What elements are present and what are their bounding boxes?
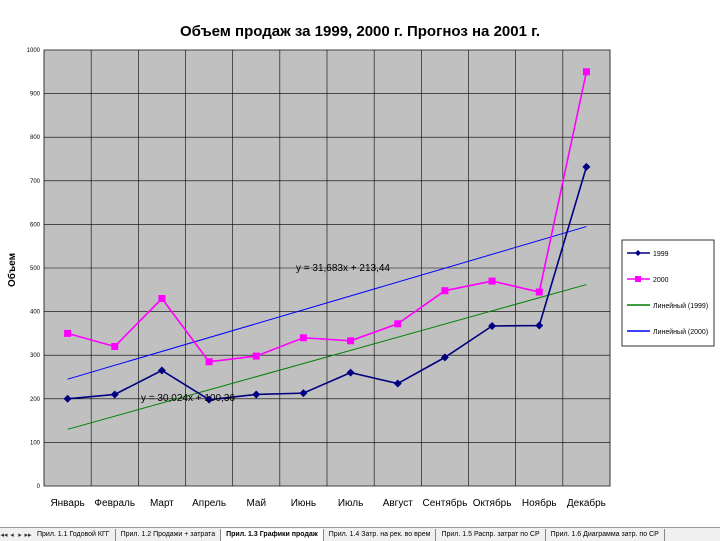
x-tick-label: Апрель: [192, 498, 226, 509]
data-point: [157, 366, 166, 375]
data-point: [110, 390, 119, 399]
data-point: [64, 329, 72, 337]
legend-label: Линейный (1999): [653, 302, 708, 310]
y-tick-label: 500: [30, 266, 41, 272]
sheet-nav-button[interactable]: ▸: [18, 531, 22, 539]
trend-equation: y = 31,683x + 213,44: [296, 263, 390, 274]
x-tick-label: Февраль: [94, 498, 135, 509]
data-point: [205, 358, 213, 366]
y-tick-label: 400: [30, 310, 41, 316]
legend-label: 2000: [653, 277, 669, 284]
data-point: [535, 321, 544, 330]
data-point: [111, 342, 119, 350]
y-tick-label: 600: [30, 222, 41, 228]
data-point: [394, 320, 402, 328]
trendline: [67, 226, 587, 380]
y-tick-label: 0: [37, 484, 41, 490]
x-tick-label: Сентябрь: [423, 497, 468, 509]
data-point: [63, 394, 72, 403]
y-tick-label: 100: [30, 440, 41, 446]
sheet-tab[interactable]: Прил. 1.2 Продажи + затрата: [116, 528, 222, 541]
data-point: [252, 352, 260, 360]
x-tick-label: Июль: [338, 498, 364, 509]
trend-equation: y = 30,024x + 100,36: [141, 393, 235, 404]
legend-marker: [635, 276, 641, 282]
data-point: [393, 379, 402, 388]
data-point: [158, 295, 166, 303]
legend-box: [621, 239, 715, 347]
sales-chart: Объем продаж за 1999, 2000 г. Прогноз на…: [6, 23, 715, 509]
sheet-tab-bar: ◂◂ ◂ ▸ ▸▸ Прил. 1.1 Годовой КГГ Прил. 1.2 Про…: [0, 527, 720, 541]
sheet-tab[interactable]: Прил. 1.3 Графики продаж: [221, 528, 324, 541]
x-tick-label: Ноябрь: [522, 497, 557, 509]
trendlines: [67, 226, 587, 430]
y-tick-label: 300: [30, 353, 41, 359]
sheet-tab[interactable]: Прил. 1.6 Диаграмма затр. по СР: [546, 528, 665, 541]
trendline: [67, 284, 587, 430]
data-point: [535, 288, 543, 296]
legend-label: 1999: [653, 251, 669, 258]
sheet-tab[interactable]: Прил. 1.4 Затр. на рек. во врем: [324, 528, 437, 541]
y-axis-label: Объем: [6, 253, 18, 287]
legend: 1999 2000 Линейный (1999) Линейный (2000): [621, 239, 715, 347]
x-tick-label: Январь: [50, 498, 84, 509]
data-point: [441, 287, 449, 295]
chart-title: Объем продаж за 1999, 2000 г. Прогноз на…: [180, 23, 540, 40]
x-tick-label: Март: [150, 498, 174, 509]
legend-marker: [635, 250, 641, 256]
data-point: [299, 334, 307, 342]
data-point: [347, 337, 355, 345]
gridlines: [43, 49, 611, 487]
sheet-nav-button[interactable]: ▸▸: [24, 531, 32, 539]
data-point: [488, 321, 497, 330]
y-tick-label: 800: [30, 135, 41, 141]
series-line: [67, 71, 588, 363]
data-point: [299, 389, 308, 398]
sheet-nav-button[interactable]: ◂◂: [0, 531, 8, 539]
x-tick-label: Июнь: [291, 498, 316, 509]
data-point: [440, 353, 449, 362]
sheet-nav-button[interactable]: ◂: [10, 531, 14, 539]
x-tick-label: Май: [246, 498, 266, 509]
data-point: [205, 395, 214, 404]
y-tick-label: 200: [30, 397, 41, 403]
equation-annotations: y = 31,683x + 213,44 y = 30,024x + 100,36: [141, 263, 390, 404]
data-point: [582, 162, 591, 171]
x-tick-label: Август: [383, 498, 414, 509]
data-series: [63, 68, 591, 404]
data-point: [488, 277, 496, 285]
sheet-tab[interactable]: Прил. 1.1 Годовой КГГ: [32, 528, 116, 541]
y-axis-ticks: 0 100 200 300 400 500 600 700 800 900 1000: [27, 48, 41, 490]
x-axis-ticks: Январь Февраль Март Апрель Май Июнь Июль Август…: [50, 497, 605, 509]
x-tick-label: Декабрь: [567, 497, 606, 509]
y-tick-label: 700: [30, 179, 41, 185]
y-tick-label: 900: [30, 92, 41, 98]
sheet-tab[interactable]: Прил. 1.5 Распр. затрат по СР: [436, 528, 546, 541]
data-point: [582, 68, 590, 76]
x-tick-label: Октябрь: [473, 497, 512, 509]
data-point: [252, 390, 261, 399]
legend-label: Линейный (2000): [653, 328, 708, 336]
data-point: [346, 368, 355, 377]
series-line: [67, 166, 588, 401]
y-tick-label: 1000: [27, 48, 41, 54]
